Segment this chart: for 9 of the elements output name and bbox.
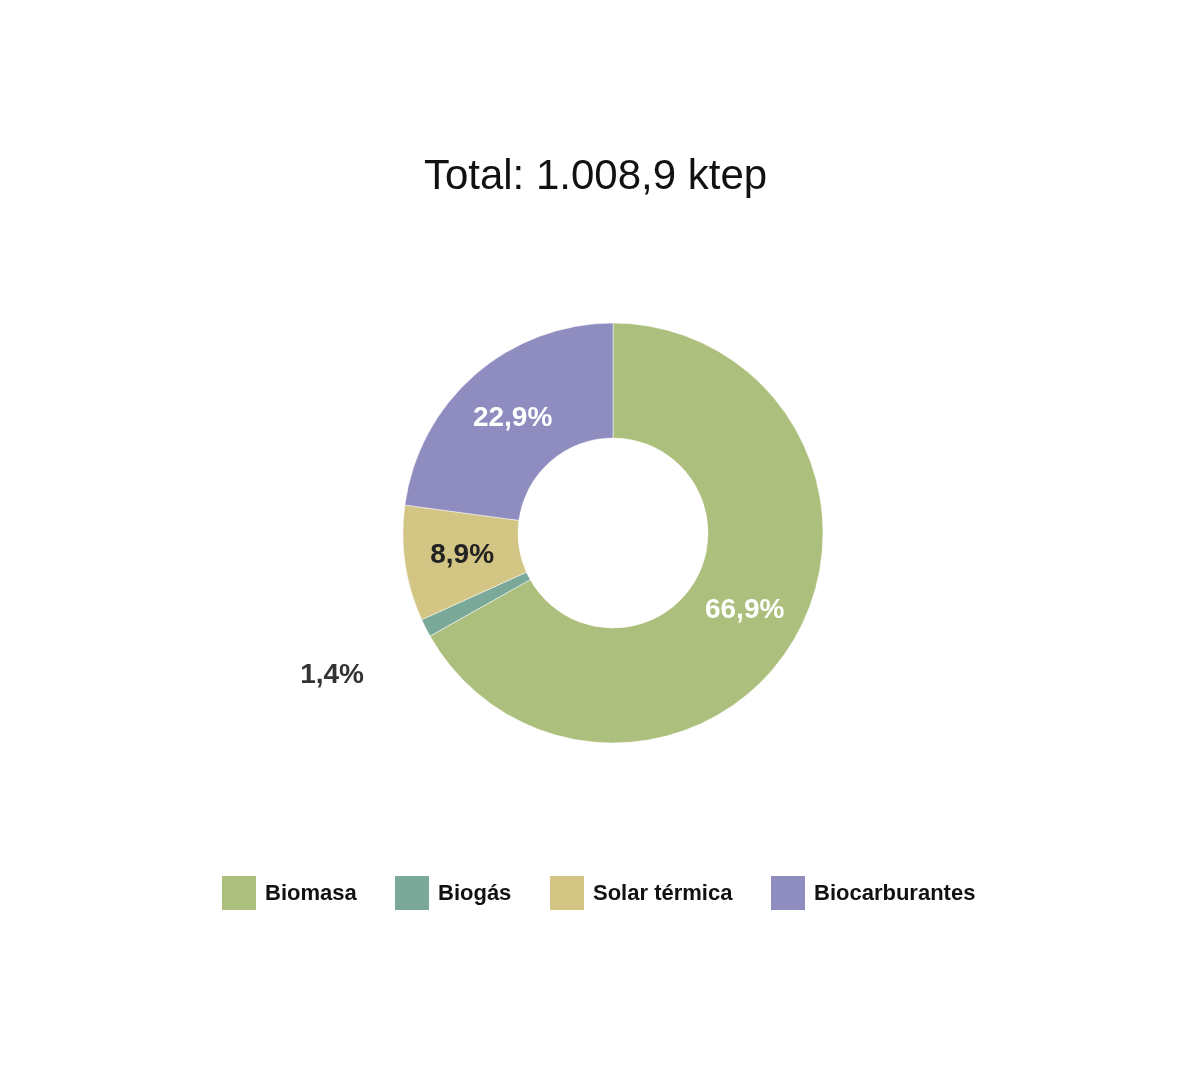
legend-label: Solar térmica <box>593 880 734 905</box>
data-label: 1,4% <box>300 658 365 690</box>
legend-label: Biogás <box>438 880 512 905</box>
data-label: 22,9% <box>472 401 553 433</box>
data-label: 8,9% <box>430 538 495 570</box>
legend-label: Biomasa <box>265 880 358 905</box>
chart-title: Total: 1.008,9 ktep <box>423 151 768 198</box>
data-label: 66,9% <box>704 592 785 624</box>
legend-label: Biocarburantes <box>814 880 976 905</box>
